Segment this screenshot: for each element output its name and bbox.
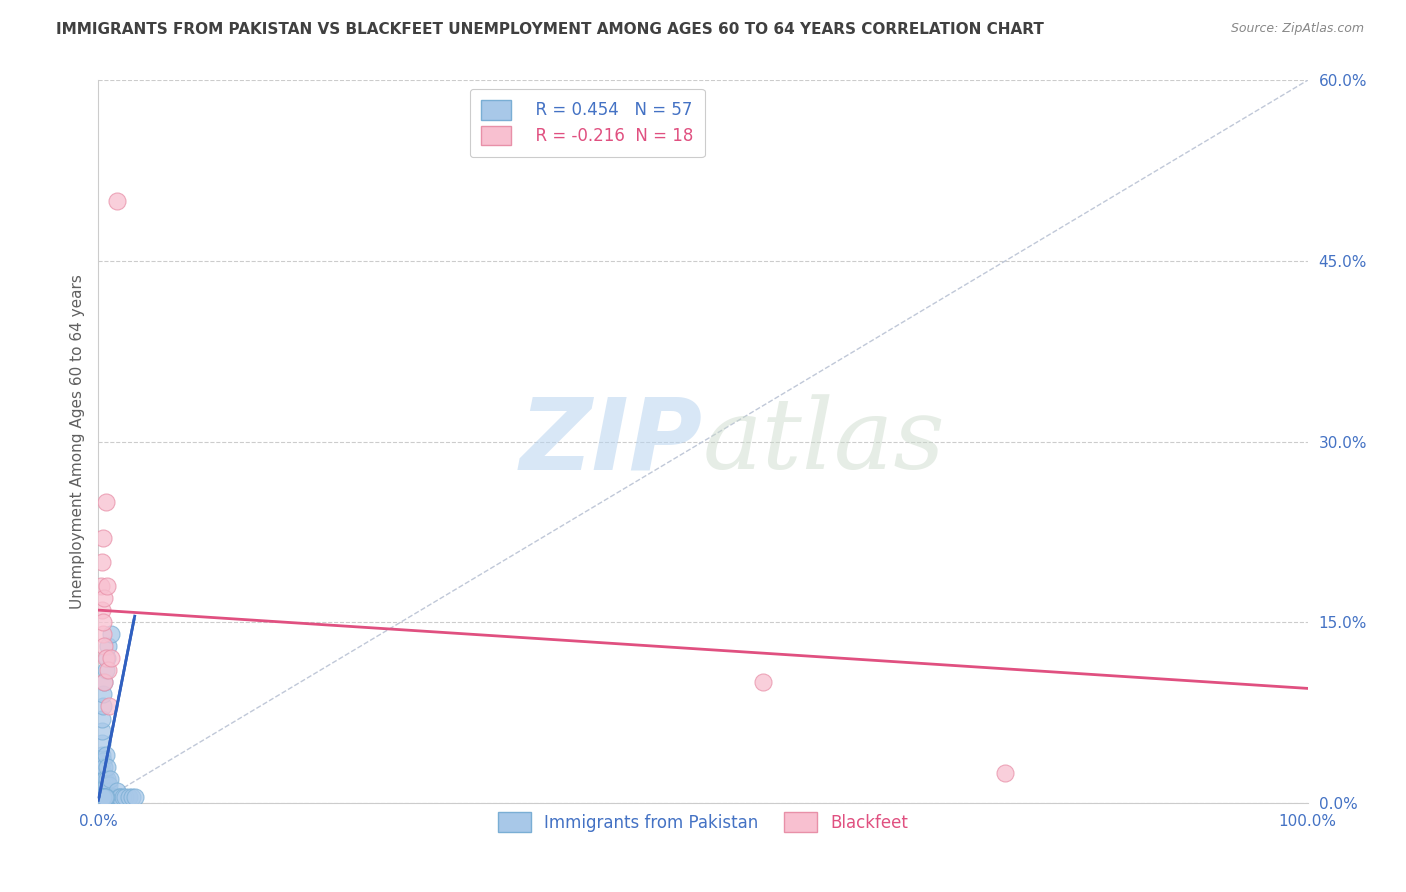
Point <box>96 778 118 792</box>
Point <box>118 789 141 804</box>
Point <box>91 735 114 749</box>
Point <box>97 664 120 678</box>
Point <box>124 789 146 804</box>
Point <box>93 760 115 774</box>
Point <box>103 789 125 804</box>
Point <box>108 789 131 804</box>
Point <box>752 675 775 690</box>
Point <box>98 778 121 792</box>
Point <box>91 789 114 804</box>
Point <box>100 789 122 804</box>
Point <box>96 651 118 665</box>
Point <box>93 789 115 804</box>
Point <box>105 789 128 804</box>
Point <box>90 772 112 786</box>
Point <box>90 784 112 798</box>
Point <box>94 789 117 804</box>
Text: ZIP: ZIP <box>520 393 703 490</box>
Point <box>101 789 124 804</box>
Text: IMMIGRANTS FROM PAKISTAN VS BLACKFEET UNEMPLOYMENT AMONG AGES 60 TO 64 YEARS COR: IMMIGRANTS FROM PAKISTAN VS BLACKFEET UN… <box>56 22 1045 37</box>
Point <box>96 760 118 774</box>
Point <box>93 789 115 804</box>
Point <box>91 699 114 714</box>
Point <box>94 747 117 762</box>
Point <box>91 687 114 701</box>
Point <box>105 784 128 798</box>
Point <box>111 789 134 804</box>
Point <box>90 760 112 774</box>
Point <box>100 627 122 641</box>
Point <box>91 723 114 738</box>
Text: Source: ZipAtlas.com: Source: ZipAtlas.com <box>1230 22 1364 36</box>
Point <box>90 789 112 804</box>
Point <box>96 789 118 804</box>
Point <box>91 789 114 804</box>
Point <box>91 786 114 800</box>
Point <box>93 784 115 798</box>
Point <box>97 789 120 804</box>
Point <box>91 765 114 780</box>
Point <box>121 789 143 804</box>
Point <box>97 784 120 798</box>
Point <box>93 784 115 798</box>
Point <box>91 789 114 804</box>
Y-axis label: Unemployment Among Ages 60 to 64 years: Unemployment Among Ages 60 to 64 years <box>69 274 84 609</box>
Point <box>93 639 115 653</box>
Point <box>93 591 115 606</box>
Point <box>94 664 117 678</box>
Point <box>93 789 115 804</box>
Point <box>91 531 114 545</box>
Point <box>91 778 114 792</box>
Point <box>96 651 118 665</box>
Point <box>91 712 114 726</box>
Point <box>98 699 121 714</box>
Point <box>96 772 118 786</box>
Text: atlas: atlas <box>703 394 946 489</box>
Point <box>100 651 122 665</box>
Point <box>91 789 114 804</box>
Point <box>91 747 114 762</box>
Point <box>98 772 121 786</box>
Point <box>108 789 131 804</box>
Point <box>90 789 112 804</box>
Point <box>94 789 117 804</box>
Point <box>96 579 118 593</box>
Point <box>91 603 114 617</box>
Point <box>89 789 111 804</box>
Point <box>91 627 114 641</box>
Point <box>114 789 136 804</box>
Point <box>90 579 112 593</box>
Point <box>91 754 114 768</box>
Point <box>93 675 115 690</box>
Legend: Immigrants from Pakistan, Blackfeet: Immigrants from Pakistan, Blackfeet <box>485 799 921 845</box>
Point <box>93 789 115 804</box>
Point <box>91 555 114 569</box>
Point <box>105 194 128 208</box>
Point <box>93 772 115 786</box>
Point <box>91 615 114 630</box>
Point <box>994 765 1017 780</box>
Point <box>97 639 120 653</box>
Point <box>93 675 115 690</box>
Point <box>94 772 117 786</box>
Point <box>94 494 117 508</box>
